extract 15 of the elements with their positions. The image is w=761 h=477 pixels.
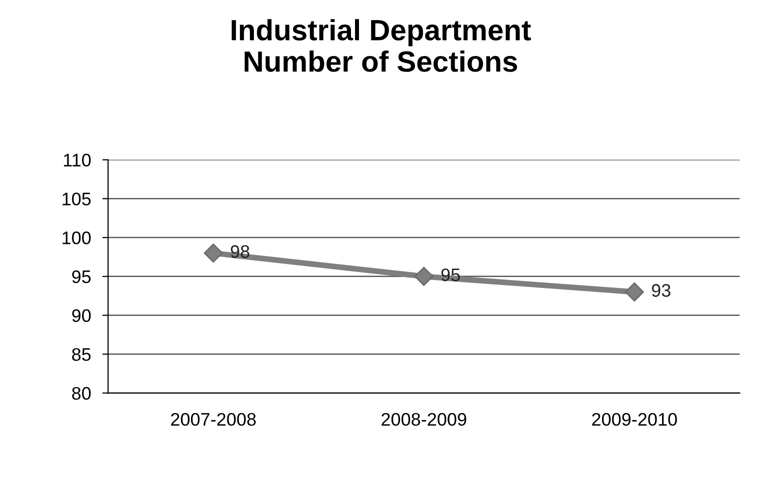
x-tick-label: 2007-2008 <box>171 412 256 426</box>
point <box>624 282 644 302</box>
point <box>414 266 434 286</box>
y-tick-label: 90 <box>72 309 91 322</box>
y-tick-label: 105 <box>62 192 91 206</box>
data-label: 93 <box>652 284 670 297</box>
point <box>204 244 223 263</box>
y-tick-label: 80 <box>72 386 91 400</box>
x-tick-label: 2008-2009 <box>382 412 466 426</box>
chart-title: Industrial Department Number of Sections <box>232 19 531 72</box>
y-tick-label: 85 <box>72 348 91 361</box>
y-tick-label: 100 <box>62 231 91 244</box>
x-tick-label: 2009-2010 <box>592 412 677 426</box>
y-tick-label: 95 <box>72 270 91 284</box>
y-tick-label: 110 <box>64 154 91 167</box>
